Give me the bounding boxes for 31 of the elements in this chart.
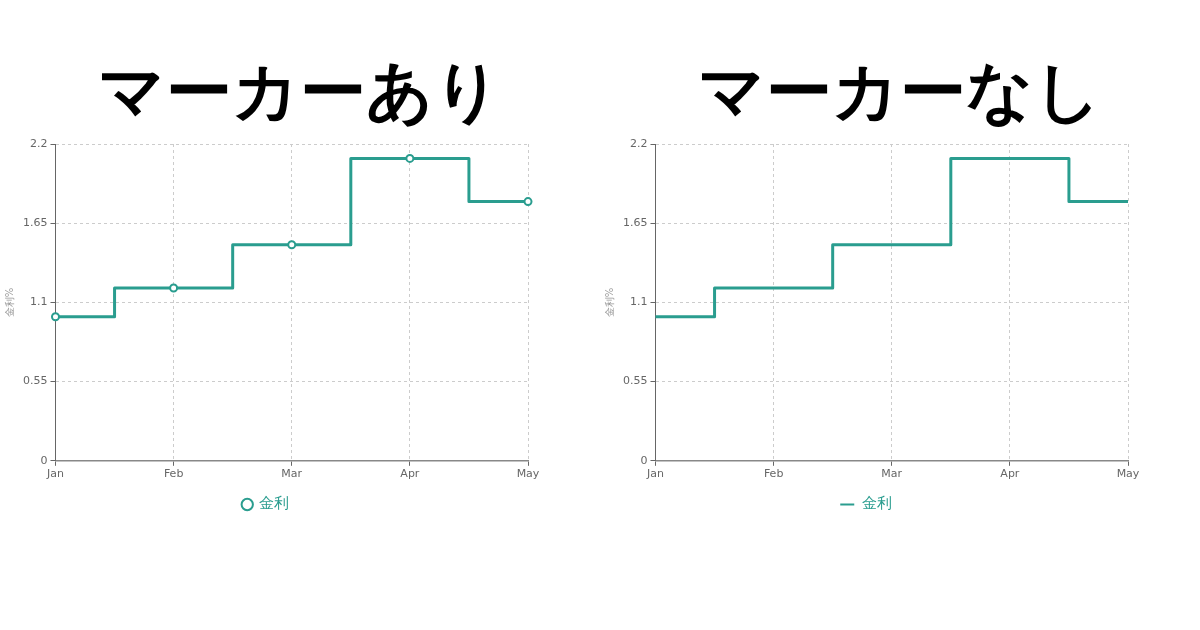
y-axis-title: 金利% [3, 287, 15, 318]
legend-label: 金利 [861, 494, 892, 513]
y-tick-label: 1.65 [22, 216, 48, 230]
y-tick-label: 1.1 [629, 295, 648, 309]
x-tick-label: May [1116, 467, 1140, 481]
y-tick-label: 0.55 [22, 374, 48, 388]
x-tick-label: Mar [281, 467, 303, 481]
y-tick-label: 2.2 [29, 136, 48, 150]
y-tick-label: 1.1 [29, 295, 48, 309]
x-tick-label: Feb [763, 467, 784, 481]
point [287, 240, 297, 250]
legend-label: 金利 [258, 494, 289, 513]
x-tick-label: Jan [46, 467, 64, 481]
x-tick-label: Mar [881, 467, 903, 481]
y-tick-label: 1.65 [622, 216, 648, 230]
y-axis-title: 金利% [603, 287, 615, 318]
chart-title: マーカーあり [97, 52, 503, 132]
chart-title: マーカーなし [697, 52, 1103, 132]
x-tick-label: Apr [1000, 467, 1020, 481]
y-tick-label: 2.2 [629, 136, 648, 150]
x-tick-label: May [516, 467, 540, 481]
point [169, 283, 179, 293]
x-tick-label: Jan [646, 467, 664, 481]
y-tick-label: 0 [40, 453, 48, 467]
point [405, 153, 415, 163]
point [523, 197, 533, 207]
y-tick-label: 0 [640, 453, 648, 467]
point [50, 312, 60, 322]
x-tick-label: Feb [163, 467, 184, 481]
y-tick-label: 0.55 [622, 374, 648, 388]
x-tick-label: Apr [400, 467, 420, 481]
